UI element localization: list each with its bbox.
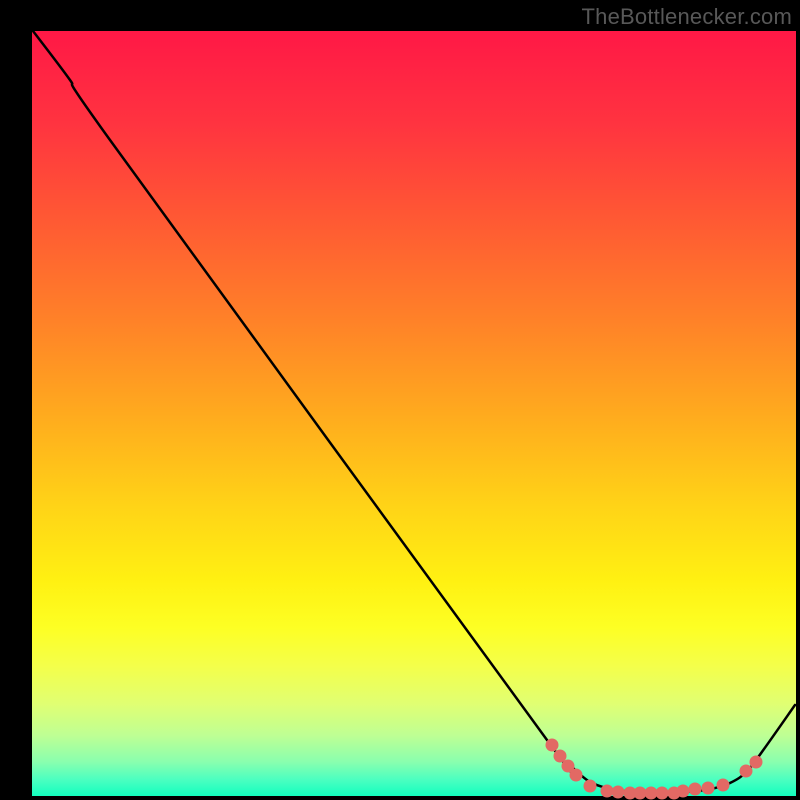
curve-marker <box>740 765 753 778</box>
curve-marker <box>656 787 669 800</box>
curve-marker <box>717 779 730 792</box>
curve-marker <box>677 785 690 798</box>
curve-marker <box>612 786 625 799</box>
plot-background <box>32 31 796 796</box>
curve-marker <box>584 780 597 793</box>
chart-stage: TheBottlenecker.com <box>0 0 800 800</box>
bottleneck-chart <box>0 0 800 800</box>
curve-marker <box>601 785 614 798</box>
curve-marker <box>750 756 763 769</box>
curve-marker <box>689 783 702 796</box>
curve-marker <box>702 782 715 795</box>
curve-marker <box>546 739 559 752</box>
curve-marker <box>570 769 583 782</box>
attribution-label: TheBottlenecker.com <box>582 4 792 30</box>
